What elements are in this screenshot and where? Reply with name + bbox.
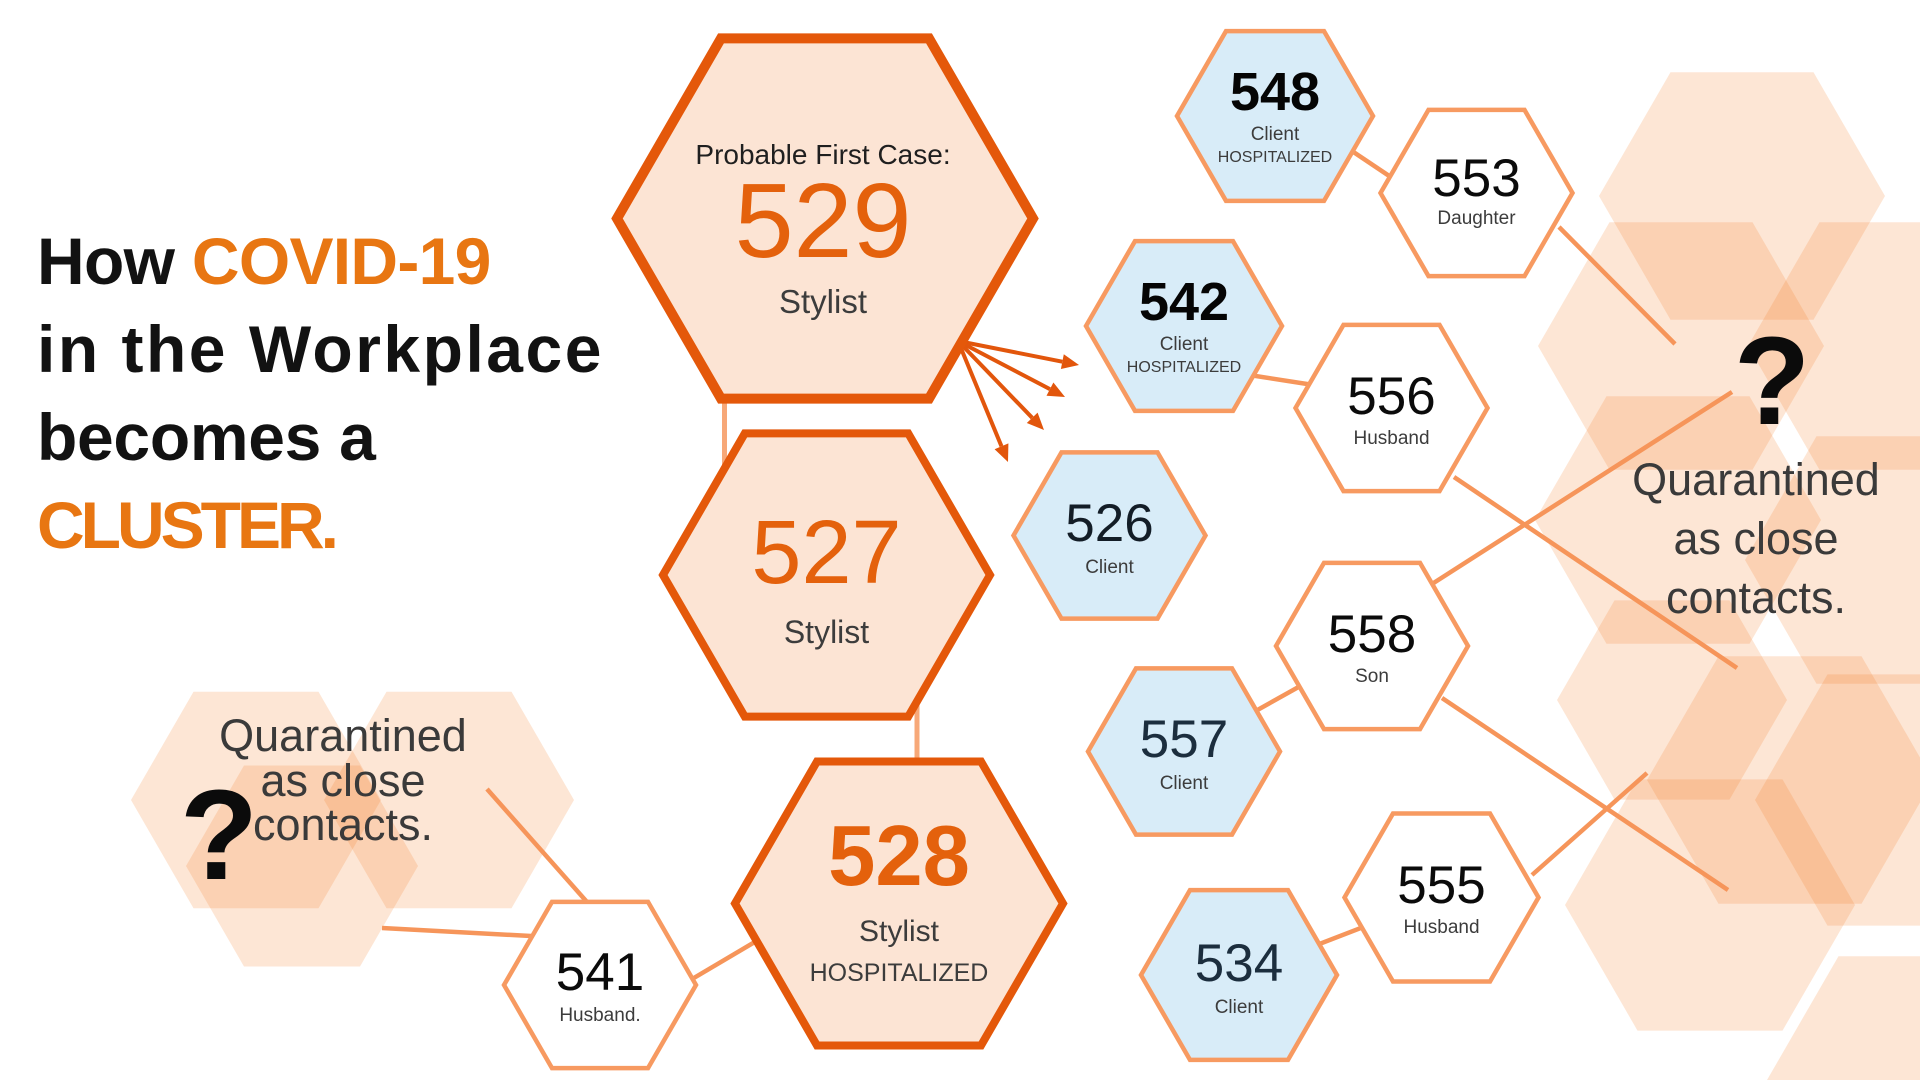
svg-text:in the Workplace: in the Workplace bbox=[37, 312, 604, 386]
svg-text:534: 534 bbox=[1195, 934, 1283, 993]
svg-text:555: 555 bbox=[1397, 856, 1485, 915]
svg-text:527: 527 bbox=[751, 503, 901, 603]
svg-text:Stylist: Stylist bbox=[779, 283, 867, 320]
svg-text:Stylist: Stylist bbox=[859, 915, 940, 948]
svg-text:558: 558 bbox=[1328, 605, 1416, 664]
svg-text:Quarantined: Quarantined bbox=[219, 710, 467, 761]
svg-text:556: 556 bbox=[1347, 367, 1435, 426]
svg-text:528: 528 bbox=[828, 809, 970, 904]
svg-text:as close: as close bbox=[1673, 513, 1838, 564]
svg-text:526: 526 bbox=[1065, 494, 1153, 553]
svg-text:becomes a: becomes a bbox=[37, 400, 377, 474]
svg-text:Quarantined: Quarantined bbox=[1632, 454, 1880, 505]
svg-text:542: 542 bbox=[1139, 272, 1229, 332]
svg-text:contacts.: contacts. bbox=[253, 799, 433, 850]
svg-text:Client: Client bbox=[1085, 557, 1134, 578]
svg-text:557: 557 bbox=[1140, 710, 1228, 769]
svg-text:529: 529 bbox=[735, 162, 912, 280]
svg-text:Daughter: Daughter bbox=[1437, 208, 1516, 229]
svg-text:Probable First Case:: Probable First Case: bbox=[695, 139, 950, 170]
svg-text:Son: Son bbox=[1355, 666, 1389, 687]
svg-text:Husband: Husband bbox=[1403, 917, 1479, 938]
svg-text:Client: Client bbox=[1160, 773, 1209, 794]
svg-text:HOSPITALIZED: HOSPITALIZED bbox=[810, 959, 989, 987]
svg-text:Stylist: Stylist bbox=[784, 614, 869, 650]
svg-text:contacts.: contacts. bbox=[1666, 572, 1846, 623]
svg-text:Husband: Husband bbox=[1353, 428, 1429, 449]
svg-text:?: ? bbox=[1734, 312, 1810, 451]
svg-text:CLUSTER.: CLUSTER. bbox=[37, 488, 335, 562]
svg-text:553: 553 bbox=[1432, 149, 1520, 208]
svg-text:?: ? bbox=[180, 764, 258, 907]
svg-text:Husband.: Husband. bbox=[559, 1005, 640, 1026]
svg-text:Client: Client bbox=[1251, 124, 1300, 145]
svg-text:How COVID-19: How COVID-19 bbox=[37, 224, 491, 298]
svg-text:548: 548 bbox=[1230, 62, 1320, 122]
svg-text:541: 541 bbox=[556, 943, 644, 1002]
svg-text:Client: Client bbox=[1215, 997, 1264, 1018]
svg-text:HOSPITALIZED: HOSPITALIZED bbox=[1127, 359, 1241, 376]
svg-text:HOSPITALIZED: HOSPITALIZED bbox=[1218, 149, 1332, 166]
svg-text:as close: as close bbox=[260, 755, 425, 806]
svg-text:Client: Client bbox=[1160, 334, 1209, 355]
